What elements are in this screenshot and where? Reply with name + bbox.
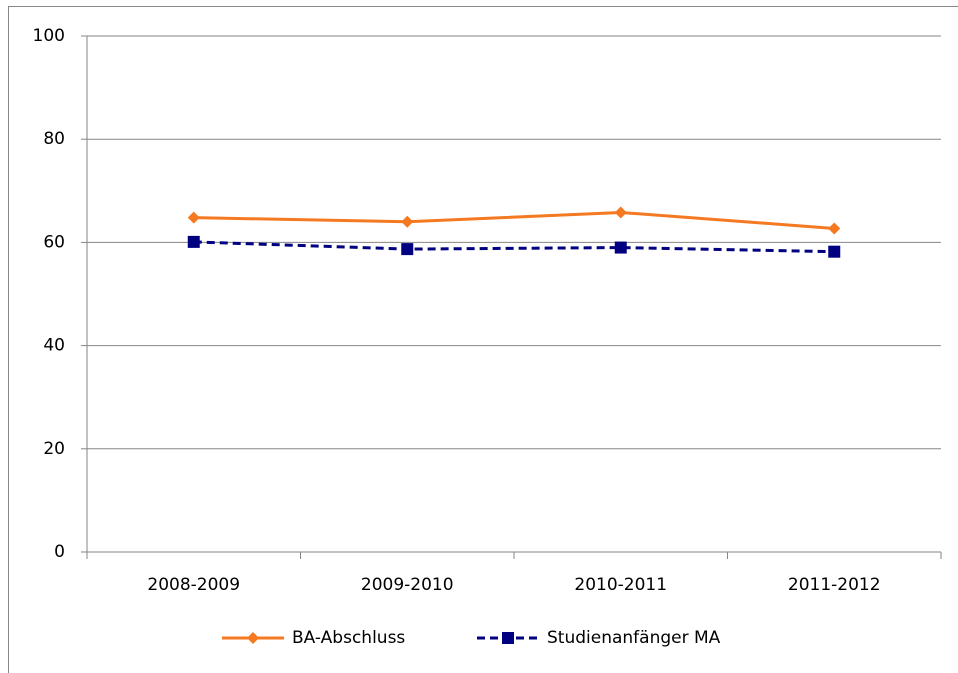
legend-label: Studienanfänger MA [547, 628, 721, 648]
legend-marker [502, 632, 514, 644]
x-tick-label: 2010-2011 [574, 575, 667, 595]
data-point [828, 222, 841, 235]
data-point [187, 235, 200, 248]
data-point [401, 243, 414, 256]
y-tick-label: 80 [43, 129, 65, 149]
y-tick-label: 100 [33, 26, 65, 46]
y-tick-label: 40 [43, 336, 65, 356]
x-tick-label: 2011-2012 [788, 575, 881, 595]
series-line [193, 210, 835, 230]
x-tick-label: 2008-2009 [147, 575, 240, 595]
data-point [187, 211, 200, 224]
legend-marker [247, 632, 259, 644]
y-tick-label: 60 [43, 232, 65, 252]
x-tick-label: 2009-2010 [361, 575, 454, 595]
data-point [828, 245, 841, 258]
legend-label: BA-Abschluss [292, 628, 405, 648]
y-tick-label: 0 [54, 542, 65, 562]
chart-frame [8, 6, 958, 673]
series-line [193, 240, 835, 254]
data-point [614, 241, 627, 254]
data-point [614, 206, 627, 219]
data-point [401, 215, 414, 228]
y-tick-label: 20 [43, 439, 65, 459]
